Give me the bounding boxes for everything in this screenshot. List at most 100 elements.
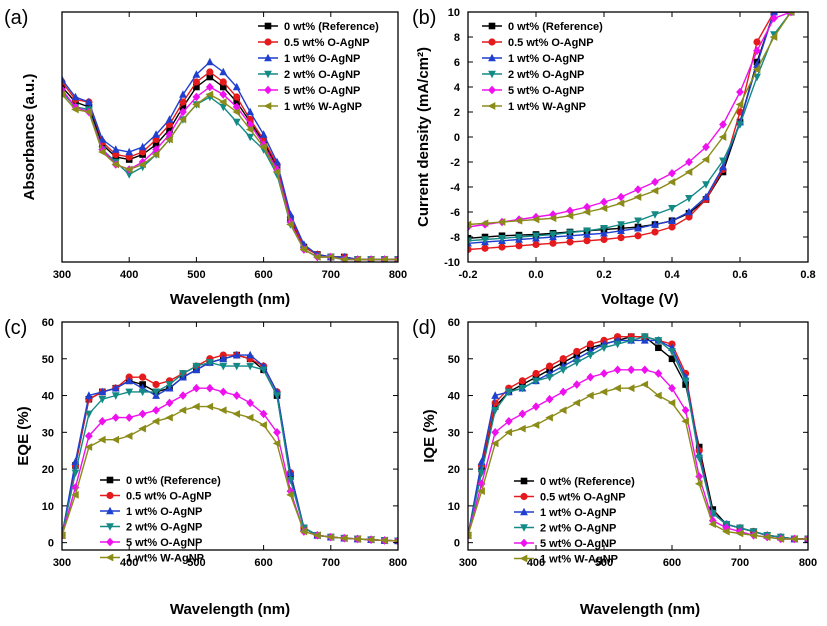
x-tick-label: 400 [120, 557, 138, 569]
data-point [259, 421, 267, 429]
legend-label: 1 wt% W-AgNP [126, 553, 204, 565]
y-tick-label: 0 [454, 538, 460, 550]
x-tick-label: 400 [120, 269, 138, 281]
data-point [600, 369, 608, 378]
data-point [667, 178, 676, 186]
data-point [572, 399, 581, 407]
data-point [286, 490, 294, 499]
legend-label: 0.5 wt% O-AgNP [126, 491, 212, 503]
data-point [640, 365, 649, 375]
x-tick-label: 0.0 [528, 269, 543, 281]
data-point [232, 391, 241, 400]
legend-label: 0 wt% (Reference) [284, 21, 379, 33]
data-point [518, 377, 527, 385]
data-point [179, 391, 187, 400]
data-point [468, 245, 472, 254]
data-point [491, 391, 500, 399]
x-axis-label: Voltage (V) [601, 291, 678, 308]
data-point [205, 82, 214, 92]
chart-panel-b: -0.2 0.0 0.2 0.4 0.6 0.8 -10 -8 -6 -4 -2 0 2 4 6 8 10 Vol… [412, 7, 816, 308]
data-point [718, 133, 727, 141]
y-tick-label: 2 [454, 107, 460, 119]
data-point [586, 372, 595, 382]
data-point [532, 369, 540, 378]
x-tick-label: 800 [799, 557, 817, 569]
x-tick-label: 600 [254, 269, 272, 281]
data-point [634, 232, 642, 240]
y-tick-label: 50 [448, 354, 460, 366]
panel-label: (c) [4, 317, 27, 339]
data-point [685, 157, 693, 167]
data-point [582, 208, 591, 216]
data-point [634, 217, 642, 226]
data-point [468, 220, 472, 229]
legend-label: 0 wt% (Reference) [540, 476, 635, 488]
legend-label: 5 wt% O-AgNP [126, 537, 202, 549]
data-point [617, 192, 625, 202]
data-point [98, 387, 107, 396]
legend-marker [105, 553, 114, 562]
data-point [71, 105, 79, 114]
data-point [111, 145, 120, 153]
data-point [98, 148, 106, 156]
data-point [684, 168, 693, 176]
y-tick-label: 0 [454, 132, 460, 144]
y-tick-label: 40 [448, 391, 460, 403]
series-line-6 [62, 93, 398, 261]
data-point [178, 115, 187, 124]
y-tick-label: 0 [48, 538, 54, 550]
data-point [468, 237, 472, 246]
data-point [151, 150, 160, 159]
series-line-4 [468, 12, 792, 242]
data-point [490, 439, 499, 448]
data-point [205, 359, 214, 367]
data-point [299, 245, 308, 254]
data-point [165, 398, 174, 408]
data-point [477, 487, 485, 496]
data-point [218, 406, 227, 415]
legend-marker [264, 38, 272, 46]
data-point [753, 38, 761, 46]
data-point [124, 432, 133, 440]
legend-marker [488, 70, 496, 79]
data-point [380, 536, 388, 545]
y-axis-label: EQE (%) [15, 406, 32, 465]
legend-marker [264, 53, 272, 62]
data-point [71, 92, 80, 101]
legend-marker [106, 523, 114, 531]
legend-marker [106, 537, 114, 547]
data-point [468, 531, 472, 540]
panel-label: (b) [412, 7, 436, 29]
data-point [651, 177, 659, 187]
data-point [84, 97, 93, 106]
data-point [491, 406, 500, 415]
data-point [313, 531, 321, 540]
data-point [599, 387, 608, 396]
data-point [111, 413, 120, 422]
data-point [152, 405, 160, 415]
legend-label: 1 wt% W-AgNP [284, 101, 362, 113]
data-point [233, 93, 241, 101]
y-tick-label: 60 [42, 317, 54, 329]
legend-marker [520, 538, 528, 548]
legend-marker [519, 554, 528, 563]
y-tick-label: -6 [450, 207, 460, 219]
data-point [681, 377, 690, 386]
legend-label: 5 wt% O-AgNP [284, 85, 360, 97]
data-point [246, 350, 255, 359]
data-point [218, 98, 227, 106]
data-point [626, 384, 635, 393]
data-point [138, 388, 147, 397]
data-point [179, 98, 187, 106]
x-axis-label: Wavelength (nm) [170, 601, 290, 618]
chart-panel-d: 300 400 500 600 700 800 0 10 20 30 40 50 60 Wavelengt… [412, 317, 817, 618]
legend: 0 wt% (Reference) 0.5 wt% O-AgNP 1 wt% O-A… [100, 475, 221, 565]
data-point [634, 185, 642, 194]
data-point [165, 381, 174, 389]
y-tick-label: 30 [42, 427, 54, 439]
series-line-6 [468, 383, 808, 540]
data-point [71, 469, 80, 478]
data-point [762, 533, 771, 542]
data-point [685, 194, 693, 203]
data-point [165, 115, 174, 123]
